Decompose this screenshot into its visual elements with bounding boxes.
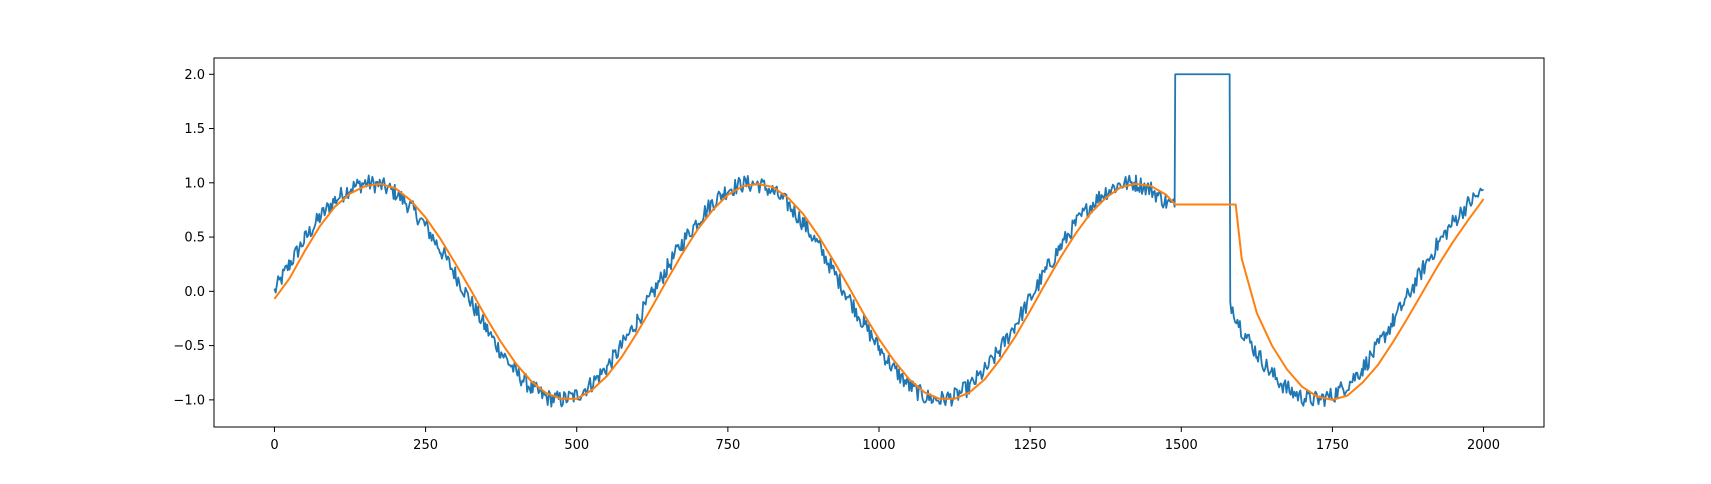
y-tick-label: 1.5 xyxy=(184,122,205,137)
plot-lines xyxy=(273,73,1485,408)
x-tick-label: 1750 xyxy=(1316,438,1349,453)
x-tick-label: 1250 xyxy=(1014,438,1047,453)
x-tick-label: 250 xyxy=(413,438,438,453)
y-axis: −1.0 −0.5 0.0 0.5 1.0 1.5 2.0 xyxy=(173,68,214,408)
x-tick-label: 500 xyxy=(564,438,589,453)
y-tick-label: 1.0 xyxy=(184,176,205,191)
y-tick-label: 2.0 xyxy=(184,68,205,83)
x-tick-label: 1500 xyxy=(1165,438,1198,453)
x-axis: 0 250 500 750 1000 1250 1500 1750 2000 xyxy=(270,427,1500,453)
plot-frame xyxy=(213,57,1545,428)
series-line-1 xyxy=(273,73,1485,408)
y-tick-label: 0.5 xyxy=(184,231,205,246)
x-tick-label: 1000 xyxy=(862,438,895,453)
x-tick-label: 0 xyxy=(270,438,278,453)
x-tick-label: 2000 xyxy=(1467,438,1500,453)
x-tick-label: 750 xyxy=(715,438,740,453)
y-tick-label: 0.0 xyxy=(184,285,205,300)
y-tick-label: −0.5 xyxy=(173,339,205,354)
y-tick-label: −1.0 xyxy=(173,393,205,408)
series-line-2 xyxy=(273,182,1485,401)
